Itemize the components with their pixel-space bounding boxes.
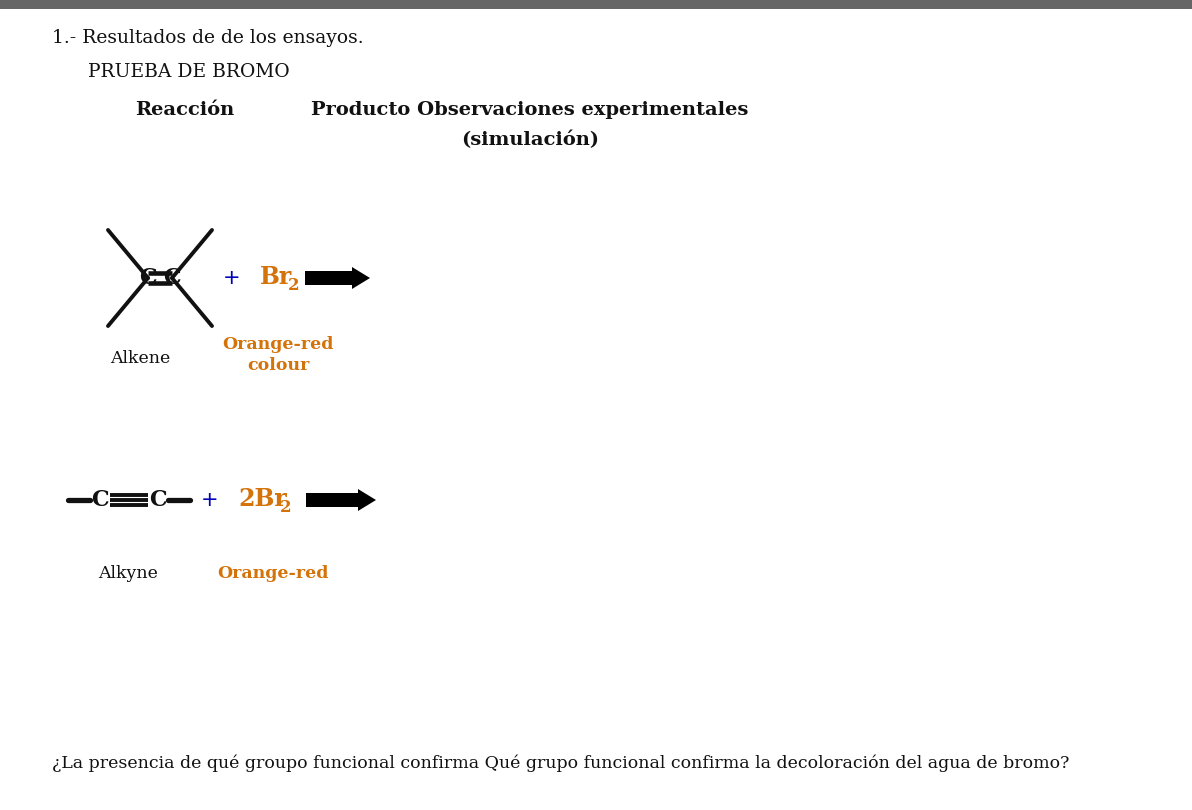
- Text: Orange-red: Orange-red: [217, 565, 329, 582]
- Text: C: C: [149, 489, 167, 511]
- Bar: [306, 493, 360, 507]
- Bar: [305, 271, 354, 285]
- Text: 2: 2: [288, 276, 299, 293]
- Text: colour: colour: [247, 357, 309, 374]
- Text: +: +: [223, 268, 241, 288]
- Text: C: C: [91, 489, 108, 511]
- Text: 1.- Resultados de de los ensayos.: 1.- Resultados de de los ensayos.: [52, 29, 364, 47]
- Text: ¿La presencia de qué groupo funcional confirma Qué grupo funcional confirma la d: ¿La presencia de qué groupo funcional co…: [52, 754, 1069, 772]
- Text: Reacción: Reacción: [136, 101, 235, 119]
- Text: (simulación): (simulación): [461, 130, 600, 149]
- Text: Producto Observaciones experimentales: Producto Observaciones experimentales: [311, 101, 749, 119]
- Text: +: +: [201, 490, 219, 510]
- Bar: [0, 0, 1192, 9]
- Text: Br: Br: [260, 265, 292, 289]
- Text: Alkyne: Alkyne: [98, 565, 157, 582]
- Polygon shape: [352, 267, 370, 289]
- Text: PRUEBA DE BROMO: PRUEBA DE BROMO: [88, 63, 290, 81]
- Text: Alkene: Alkene: [110, 350, 170, 367]
- Text: 2: 2: [280, 498, 292, 515]
- Text: Orange-red: Orange-red: [223, 336, 334, 353]
- Text: 2Br: 2Br: [238, 487, 287, 511]
- Text: C: C: [139, 267, 157, 289]
- Text: C: C: [163, 267, 181, 289]
- Polygon shape: [358, 489, 375, 511]
